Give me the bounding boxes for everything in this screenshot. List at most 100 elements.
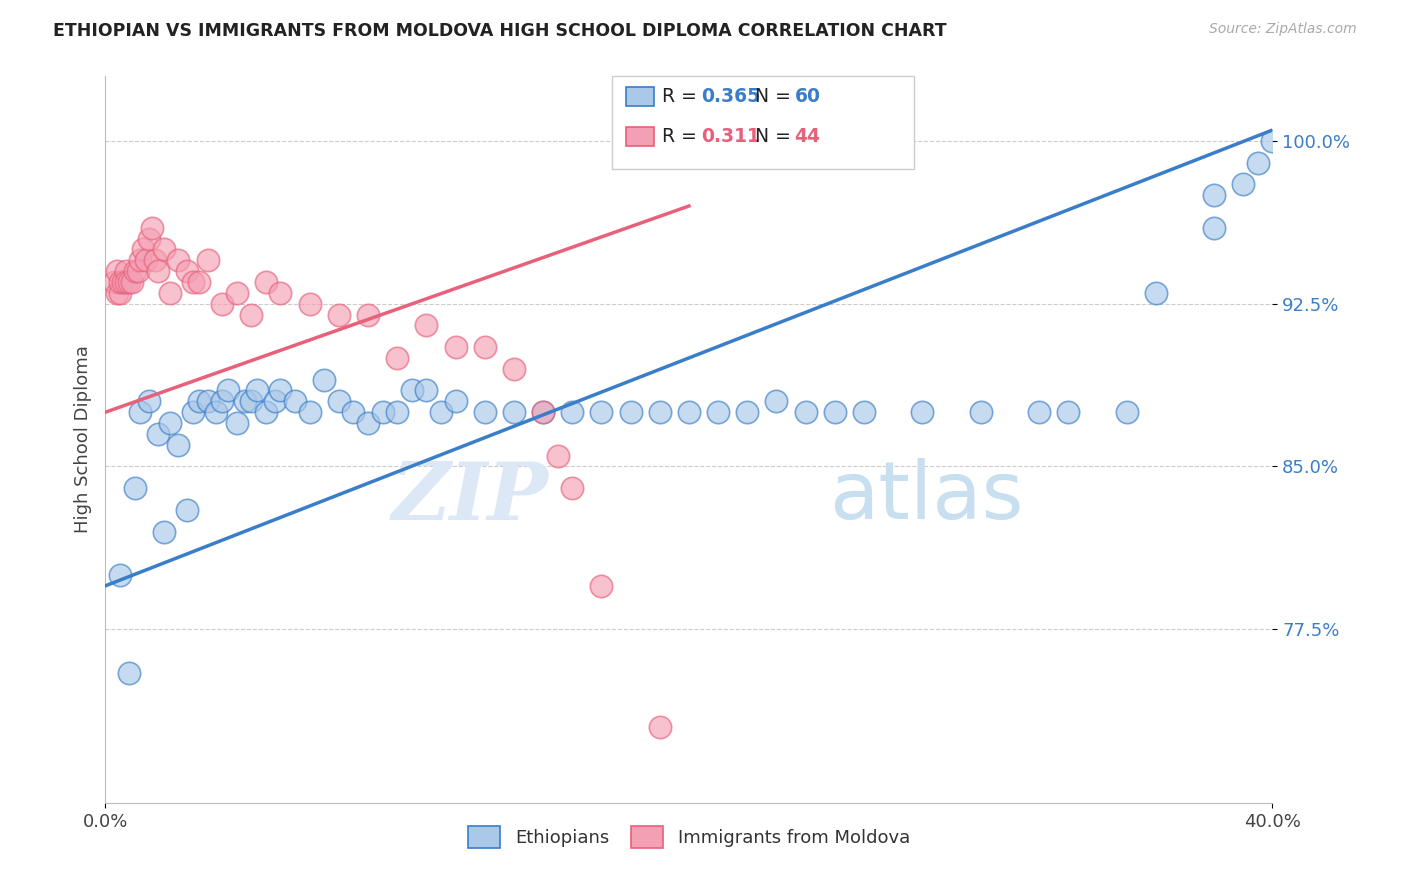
Point <box>105 285 128 300</box>
Point <box>159 285 181 300</box>
Point <box>619 405 641 419</box>
Point <box>211 296 233 310</box>
Point <box>240 308 263 322</box>
Point <box>531 405 554 419</box>
Point <box>108 275 131 289</box>
Point <box>474 405 496 419</box>
Point <box>1202 188 1225 202</box>
Point <box>1144 285 1167 300</box>
Point <box>181 275 204 289</box>
Point <box>357 308 380 322</box>
Point <box>1057 405 1080 419</box>
Point <box>561 481 583 495</box>
Text: N =: N = <box>755 127 797 146</box>
Point <box>503 405 526 419</box>
Point <box>118 665 141 680</box>
Point <box>531 405 554 419</box>
Point <box>503 361 526 376</box>
Point <box>103 275 125 289</box>
Point <box>115 275 138 289</box>
Text: 60: 60 <box>794 87 820 106</box>
Point <box>176 264 198 278</box>
Point <box>648 720 671 734</box>
Point <box>167 438 190 452</box>
Point <box>235 394 257 409</box>
Point <box>648 405 671 419</box>
Point <box>187 394 209 409</box>
Text: 44: 44 <box>794 127 820 146</box>
Y-axis label: High School Diploma: High School Diploma <box>73 345 91 533</box>
Text: 0.311: 0.311 <box>702 127 761 146</box>
Point <box>108 285 131 300</box>
Point <box>269 285 292 300</box>
Point <box>1202 220 1225 235</box>
Point <box>187 275 209 289</box>
Point <box>138 231 160 245</box>
Point <box>328 394 350 409</box>
Point <box>118 275 141 289</box>
Point <box>430 405 453 419</box>
Text: R =: R = <box>662 87 703 106</box>
Point <box>385 405 409 419</box>
Point <box>591 405 613 419</box>
Point <box>167 253 190 268</box>
Text: 0.365: 0.365 <box>702 87 761 106</box>
Point <box>197 253 219 268</box>
Point <box>269 384 292 398</box>
Point <box>298 405 321 419</box>
Point <box>246 384 269 398</box>
Point <box>132 243 155 257</box>
Point <box>852 405 875 419</box>
Point <box>678 405 700 419</box>
Point <box>197 394 219 409</box>
Point <box>547 449 569 463</box>
Point <box>153 243 174 257</box>
Point <box>737 405 759 419</box>
Point <box>121 275 143 289</box>
Point <box>129 253 152 268</box>
Point <box>138 394 160 409</box>
Point <box>1247 155 1270 169</box>
Point <box>146 426 169 441</box>
Point <box>205 405 228 419</box>
Text: atlas: atlas <box>830 458 1024 536</box>
Point <box>240 394 263 409</box>
Point <box>263 394 285 409</box>
Point <box>401 384 423 398</box>
Point <box>225 285 247 300</box>
Point <box>124 481 146 495</box>
Point <box>357 416 380 430</box>
Point <box>561 405 583 419</box>
Point <box>124 264 146 278</box>
Point <box>105 264 128 278</box>
Point <box>115 264 138 278</box>
Point <box>1261 134 1284 148</box>
Point <box>415 384 437 398</box>
Point <box>1115 405 1137 419</box>
Text: ZIP: ZIP <box>392 458 548 536</box>
Point <box>111 275 134 289</box>
Point <box>181 405 204 419</box>
Text: Source: ZipAtlas.com: Source: ZipAtlas.com <box>1209 22 1357 37</box>
Point <box>444 340 467 354</box>
Point <box>314 373 336 387</box>
Point <box>1028 405 1050 419</box>
Point <box>824 405 846 419</box>
Text: N =: N = <box>755 87 797 106</box>
Point <box>176 503 198 517</box>
Point <box>211 394 233 409</box>
Point <box>328 308 350 322</box>
Point <box>415 318 437 333</box>
Point <box>765 394 787 409</box>
Legend: Ethiopians, Immigrants from Moldova: Ethiopians, Immigrants from Moldova <box>457 815 921 859</box>
Text: R =: R = <box>662 127 703 146</box>
Point <box>108 568 131 582</box>
Point <box>298 296 321 310</box>
Point <box>225 416 247 430</box>
Point <box>911 405 934 419</box>
Point <box>135 253 157 268</box>
Point <box>385 351 409 365</box>
Point <box>474 340 496 354</box>
Point <box>146 264 169 278</box>
Point <box>970 405 993 419</box>
